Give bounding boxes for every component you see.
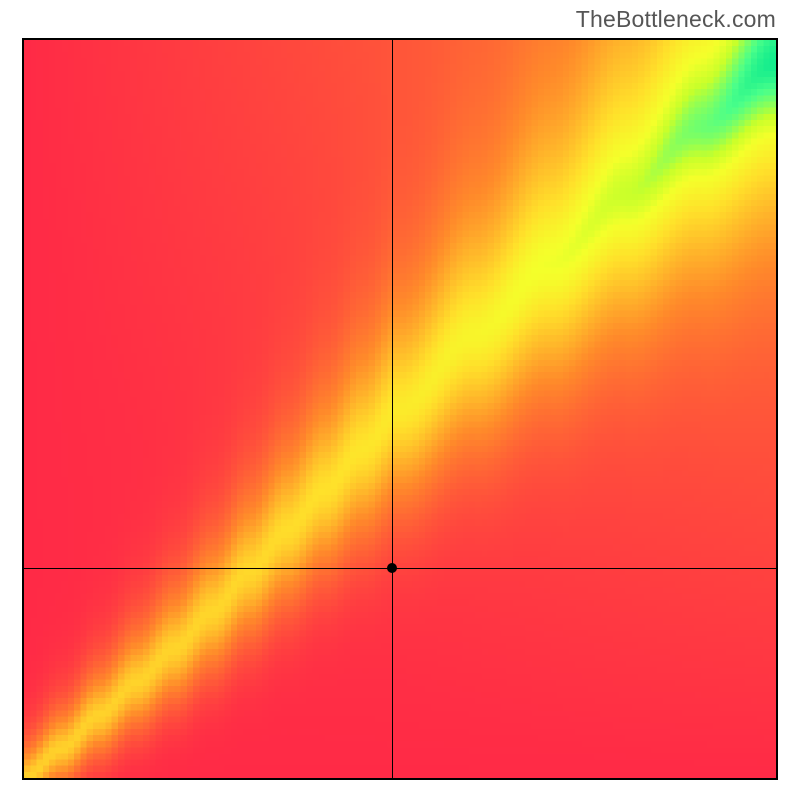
chart-container: TheBottleneck.com — [0, 0, 800, 800]
marker-point — [387, 563, 397, 573]
heatmap-canvas — [24, 40, 776, 778]
crosshair-vertical — [392, 40, 393, 778]
plot-area — [22, 38, 778, 780]
watermark-text: TheBottleneck.com — [576, 6, 776, 33]
crosshair-horizontal — [24, 568, 776, 569]
